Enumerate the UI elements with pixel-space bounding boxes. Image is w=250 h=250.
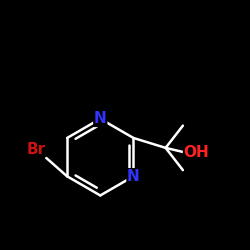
Text: N: N <box>94 111 107 126</box>
Text: N: N <box>127 169 140 184</box>
Text: Br: Br <box>27 142 46 156</box>
Text: OH: OH <box>184 145 210 160</box>
